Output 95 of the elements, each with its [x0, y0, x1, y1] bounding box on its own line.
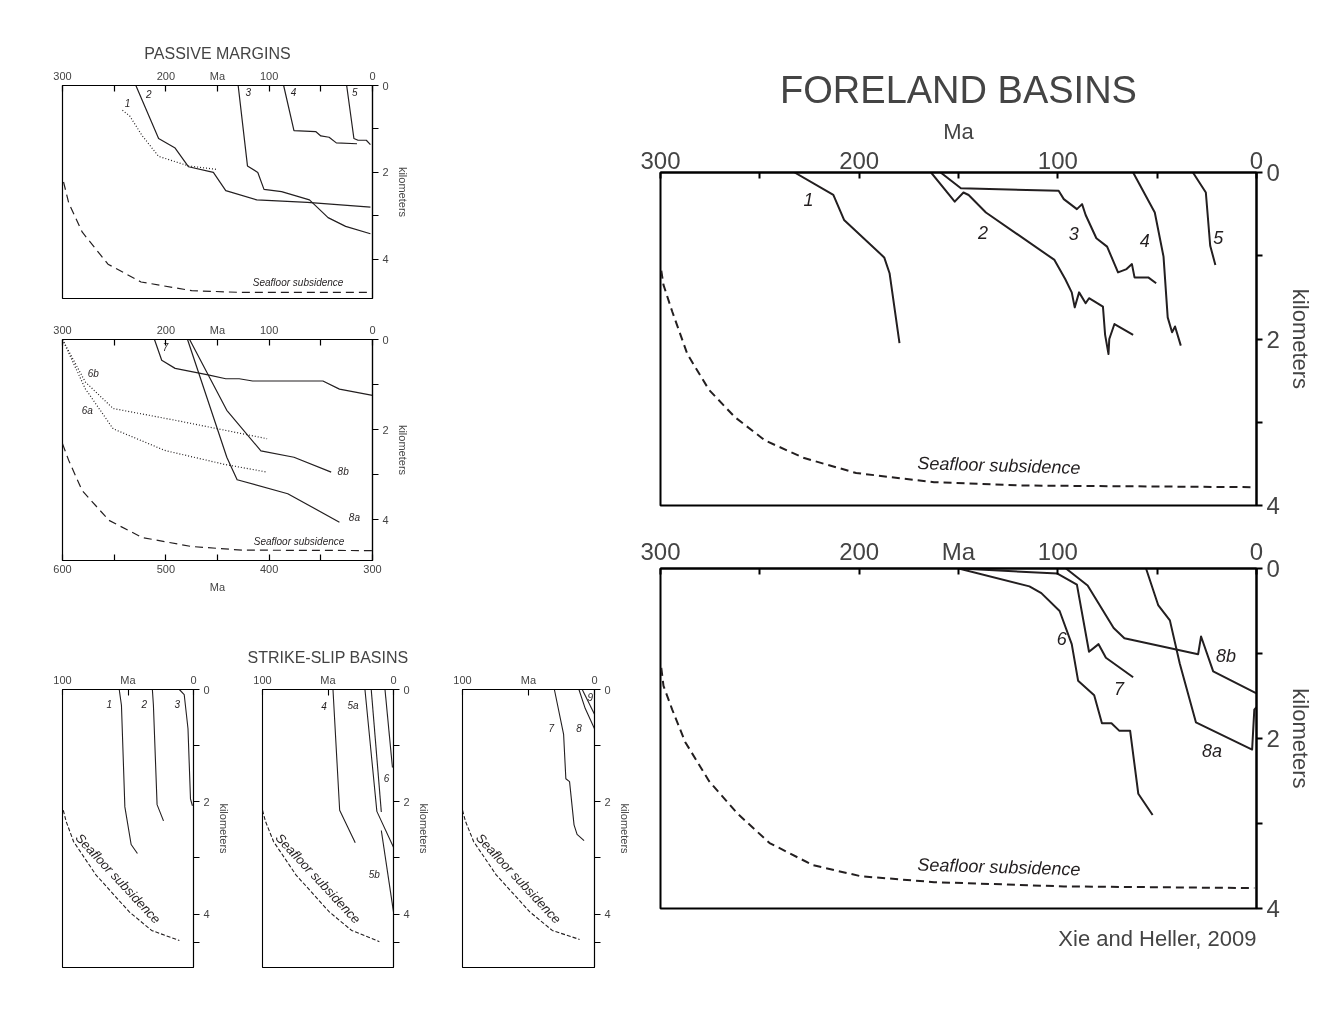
x-tick-label: 200 — [839, 146, 880, 174]
y-tick-label: 4 — [1266, 895, 1280, 922]
y-tick-label: 0 — [382, 333, 389, 346]
x-tick-label: 100 — [1037, 537, 1078, 565]
series-label: 8b — [1216, 645, 1237, 666]
text: Xie and Heller, 2009 — [1058, 925, 1257, 951]
y-tick-label: 2 — [1266, 325, 1280, 353]
x-tick-label: Ma — [209, 69, 227, 82]
x-tick-label: 0 — [190, 673, 197, 686]
x-tick-label: 200 — [839, 537, 880, 565]
series-label: 1 — [124, 98, 131, 110]
y-tick-label: 4 — [203, 908, 210, 921]
series-label: 5 — [351, 86, 358, 98]
series-label: 5 — [1213, 228, 1225, 249]
series-label: 8 — [576, 722, 583, 734]
series-label: 3 — [245, 86, 252, 98]
x-tick-label: 0 — [591, 673, 598, 686]
x-tick-label: 100 — [259, 323, 279, 336]
series-label: 9 — [587, 691, 594, 703]
y-tick-label: 0 — [403, 683, 410, 696]
y-axis-title: kilometers — [217, 803, 230, 855]
series-label: 6 — [1056, 628, 1068, 649]
x-tick-label: 100 — [1037, 146, 1078, 174]
chart-title: PASSIVE MARGINS — [144, 44, 291, 62]
x-axis-title: Ma — [943, 118, 975, 144]
y-tick-label: 4 — [1266, 492, 1280, 519]
x2-tick-label: 300 — [363, 562, 382, 575]
x-tick-label: 300 — [53, 323, 72, 336]
y-tick-label: 2 — [382, 166, 389, 179]
annotation: Seafloor subsidence — [252, 277, 344, 289]
x-tick-label: Ma — [320, 673, 337, 686]
annotation: Seafloor subsidence — [917, 854, 1081, 880]
x-tick-label: 100 — [453, 673, 472, 686]
series-label: 4 — [321, 700, 328, 712]
y-axis-title: kilometers — [396, 166, 409, 218]
x-tick-label: Ma — [120, 673, 137, 686]
y-tick-label: 2 — [1266, 725, 1280, 752]
annotation: Seafloor subsidence — [917, 453, 1081, 478]
y-axis-title: kilometers — [417, 803, 430, 855]
series-label: 2 — [140, 698, 148, 710]
chart-title: FORELAND BASINS — [780, 68, 1137, 111]
series-label: 6a — [81, 405, 94, 417]
y-tick-label: 4 — [382, 253, 389, 266]
series-label: 8b — [337, 465, 350, 477]
series-label: 2 — [976, 222, 988, 243]
annotation: Seafloor subsidence — [253, 535, 345, 547]
series-label: 6 — [383, 772, 390, 784]
series-label: 2 — [145, 88, 153, 100]
y-axis-title: kilometers — [1287, 288, 1313, 390]
x2-axis-title: Ma — [209, 580, 227, 593]
series-label: 5a — [347, 700, 359, 711]
x-tick-label: Ma — [520, 673, 538, 686]
y-tick-label: 4 — [382, 513, 389, 526]
y-tick-label: 2 — [604, 795, 611, 808]
series-label: 5b — [368, 868, 381, 880]
x-tick-label: Ma — [941, 537, 976, 565]
y-axis-title: kilometers — [1287, 688, 1313, 789]
y-tick-label: 4 — [604, 908, 611, 921]
x-tick-label: 300 — [53, 69, 72, 82]
series-label: 7 — [1114, 678, 1126, 699]
x-tick-label: 300 — [640, 537, 681, 565]
series-label: 6b — [87, 368, 100, 380]
y-tick-label: 0 — [1266, 555, 1280, 582]
y-tick-label: 0 — [382, 79, 389, 92]
series-label: 3 — [1068, 224, 1079, 245]
series-label: 8a — [1201, 741, 1222, 762]
y-tick-label: 2 — [382, 423, 389, 436]
series-label: 1 — [106, 698, 112, 710]
series-label: 4 — [290, 86, 297, 98]
y-tick-label: 0 — [604, 683, 611, 696]
series-label: 1 — [803, 190, 814, 210]
y-axis-title: kilometers — [396, 424, 409, 476]
y-tick-label: 2 — [403, 795, 410, 808]
x2-tick-label: 400 — [259, 562, 279, 575]
x-tick-label: 0 — [369, 69, 376, 82]
series-label: 3 — [174, 698, 181, 710]
series-label: 4 — [1139, 230, 1150, 251]
y-axis-title: kilometers — [618, 803, 631, 855]
x2-tick-label: 500 — [156, 562, 176, 575]
x-tick-label: 100 — [253, 673, 272, 686]
x-tick-label: 300 — [640, 146, 681, 174]
chart-title: STRIKE-SLIP BASINS — [247, 648, 409, 666]
x-tick-label: 200 — [156, 323, 176, 336]
x2-tick-label: 600 — [53, 562, 72, 575]
x-tick-label: 0 — [369, 323, 376, 336]
x-tick-label: 200 — [156, 69, 176, 82]
x-tick-label: Ma — [209, 323, 227, 336]
x-tick-label: 100 — [259, 69, 279, 82]
y-tick-label: 0 — [203, 683, 210, 696]
series-label: 8a — [348, 511, 361, 523]
y-tick-label: 2 — [203, 795, 210, 808]
x-tick-label: 100 — [53, 673, 72, 686]
y-tick-label: 4 — [403, 908, 410, 921]
series-label: 7 — [548, 722, 555, 734]
x-tick-label: 0 — [390, 673, 397, 686]
